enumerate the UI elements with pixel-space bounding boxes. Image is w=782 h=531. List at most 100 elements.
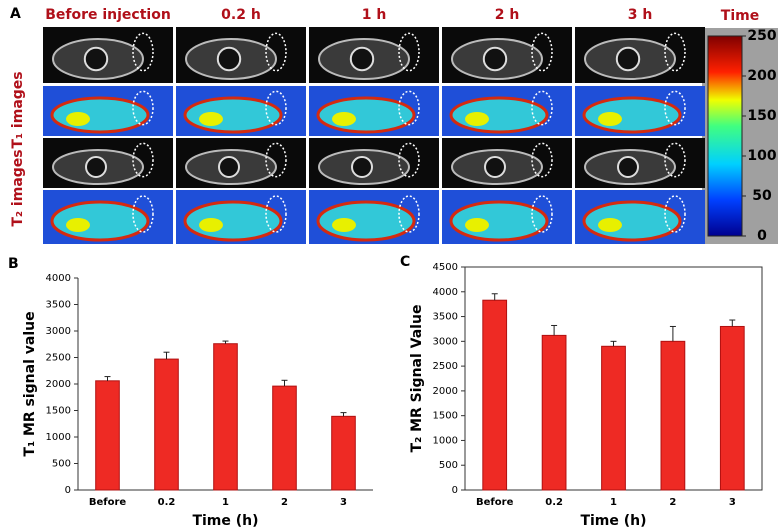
panel-label: A — [10, 6, 21, 22]
y-tick-label: 2500 — [46, 353, 71, 364]
x-tick-label: 0.2 — [545, 497, 563, 508]
tissue-map — [582, 96, 682, 134]
bar — [541, 334, 567, 491]
organ — [484, 156, 506, 178]
y-tick-label: 1000 — [46, 432, 71, 443]
hot-spot — [199, 112, 223, 126]
roi — [664, 32, 686, 72]
y-axis-label: T₁ MR signal value — [22, 311, 38, 456]
x-axis-label: Time (h) — [580, 513, 646, 529]
roi — [531, 90, 553, 126]
colorbar-tick-label: 250 — [747, 28, 776, 44]
roi — [132, 90, 154, 126]
roi — [265, 90, 287, 126]
tissue-map — [50, 96, 150, 134]
roi — [265, 142, 287, 178]
colorbar-tick-label: 50 — [752, 188, 772, 204]
colorbar — [707, 35, 743, 237]
roi — [664, 142, 686, 178]
organ — [351, 156, 373, 178]
y-tick-label: 500 — [52, 459, 71, 470]
tissue-map — [316, 96, 416, 134]
column-header: Before injection — [45, 7, 171, 23]
panel-label: C — [400, 254, 410, 270]
organ — [349, 46, 375, 72]
y-tick-label: 3000 — [433, 336, 458, 347]
y-tick-label: 3000 — [46, 326, 71, 337]
panel-label: B — [8, 256, 19, 272]
roi — [132, 32, 154, 72]
y-tick-label: 3500 — [433, 312, 458, 323]
roi — [132, 142, 154, 178]
roi — [398, 32, 420, 72]
column-header: 1 h — [362, 7, 387, 23]
roi — [265, 195, 287, 233]
bar — [719, 325, 745, 491]
x-tick-label: 1 — [610, 497, 617, 508]
y-tick-label: 3500 — [46, 300, 71, 311]
y-tick-label: 2000 — [433, 386, 458, 397]
roi — [531, 142, 553, 178]
x-tick-label: 3 — [729, 497, 736, 508]
hot-spot — [598, 112, 622, 126]
roi — [398, 142, 420, 178]
roi — [398, 195, 420, 233]
colorbar-tick-label: 150 — [747, 108, 776, 124]
x-tick-label: 3 — [340, 497, 347, 508]
hot-spot — [598, 218, 622, 232]
y-tick-label: 4500 — [433, 262, 458, 273]
tissue-map — [449, 96, 549, 134]
y-tick-label: 1500 — [46, 406, 71, 417]
y-tick-label: 1500 — [433, 411, 458, 422]
x-tick-label: 1 — [222, 497, 229, 508]
x-tick-label: Before — [476, 497, 514, 508]
y-tick-label: 0 — [65, 485, 71, 496]
roi — [265, 32, 287, 72]
y-tick-label: 4000 — [46, 273, 71, 284]
bar — [482, 299, 508, 491]
roi — [664, 195, 686, 233]
colorbar-tick-label: 100 — [747, 148, 776, 164]
colorbar-tick-label: 200 — [747, 68, 776, 84]
hot-spot — [66, 218, 90, 232]
y-tick-label: 500 — [439, 460, 458, 471]
x-tick-label: 2 — [669, 497, 676, 508]
row-label: T₁ images — [10, 71, 26, 148]
roi — [531, 32, 553, 72]
tissue-map — [183, 96, 283, 134]
row-label: T₂ images — [10, 149, 26, 226]
organ — [218, 156, 240, 178]
hot-spot — [199, 218, 223, 232]
colorbar-title: Time — [721, 8, 759, 24]
x-axis-label: Time (h) — [192, 513, 258, 529]
hot-spot — [66, 112, 90, 126]
y-tick-label: 4000 — [433, 287, 458, 298]
bar — [213, 343, 238, 491]
bar — [601, 345, 626, 491]
organ — [615, 46, 641, 72]
roi — [664, 90, 686, 126]
y-axis-label: T₂ MR Signal Value — [409, 305, 425, 453]
bar — [95, 380, 120, 491]
organ — [216, 46, 242, 72]
bar — [154, 358, 179, 491]
organ — [617, 156, 639, 178]
bar — [272, 385, 297, 491]
hot-spot — [332, 218, 356, 232]
y-tick-label: 2500 — [433, 361, 458, 372]
hot-spot — [332, 112, 356, 126]
bar — [660, 340, 686, 491]
y-tick-label: 0 — [452, 485, 458, 496]
organ — [85, 156, 107, 178]
roi — [398, 90, 420, 126]
bar — [331, 415, 356, 491]
column-header: 2 h — [495, 7, 520, 23]
x-tick-label: Before — [89, 497, 127, 508]
column-header: 0.2 h — [221, 7, 261, 23]
roi — [531, 195, 553, 233]
hot-spot — [465, 218, 489, 232]
column-header: 3 h — [628, 7, 653, 23]
organ — [482, 46, 508, 72]
